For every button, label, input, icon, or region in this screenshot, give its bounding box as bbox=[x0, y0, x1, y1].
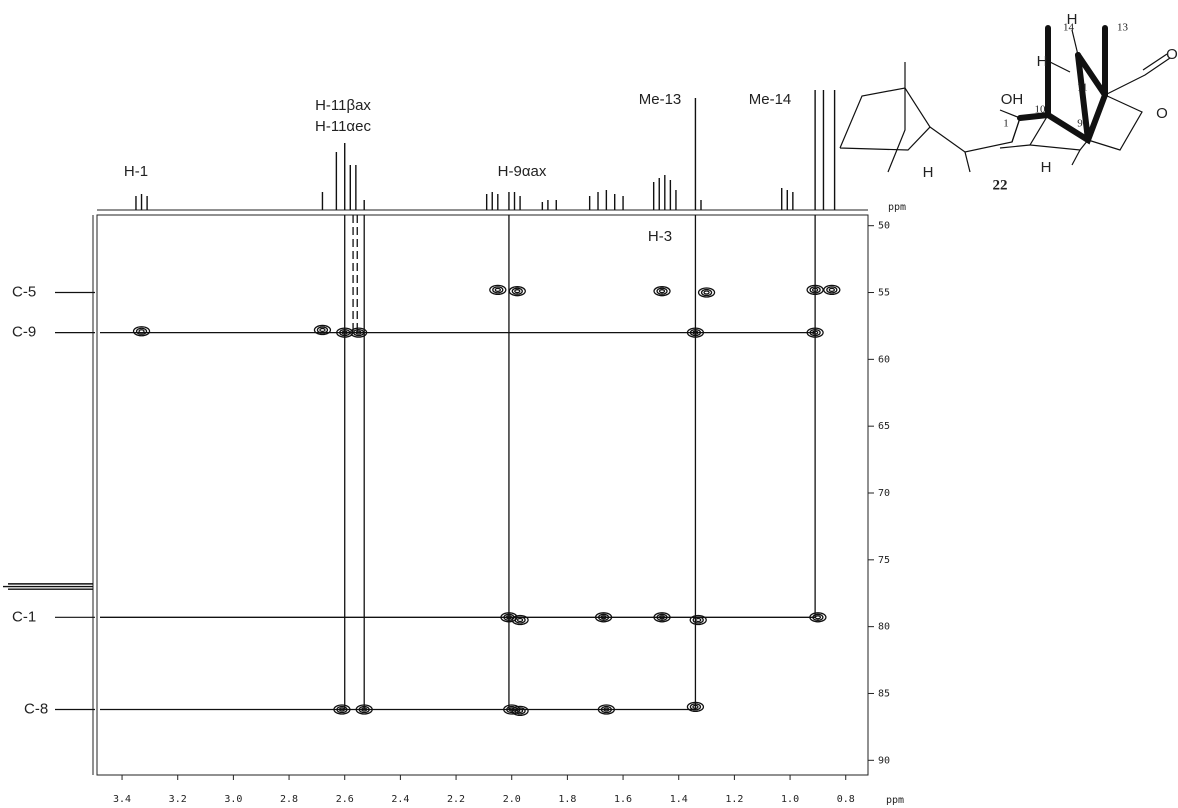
y-tick-label: 70 bbox=[878, 488, 890, 499]
x-tick-label: 2.8 bbox=[280, 794, 298, 805]
cross-peak bbox=[509, 287, 525, 296]
chart: ppm ppm H-1 H-11βax H-11αec H-9αax Me-13… bbox=[0, 0, 1178, 808]
annotation: Me-13 bbox=[639, 91, 682, 108]
cross-peak bbox=[654, 287, 670, 296]
bond bbox=[888, 88, 905, 172]
x-tick-label: 3.2 bbox=[169, 794, 187, 805]
x-tick-label: 2.4 bbox=[391, 794, 409, 805]
annotation: H-9αax bbox=[498, 163, 547, 180]
plot-frame bbox=[97, 215, 868, 775]
annotation: H-11βax bbox=[315, 97, 371, 114]
contour bbox=[139, 330, 144, 333]
x-tick-label: 1.4 bbox=[670, 794, 688, 805]
cross-peak bbox=[314, 325, 330, 334]
y-tick-label: 60 bbox=[878, 354, 890, 365]
atom-label: OH bbox=[1001, 91, 1024, 108]
bold-bond bbox=[1020, 95, 1105, 140]
row-label: C-8 bbox=[24, 700, 48, 717]
contour bbox=[829, 288, 834, 291]
bond bbox=[840, 88, 930, 150]
x-tick-label: 2.0 bbox=[503, 794, 521, 805]
atom-label: 1 bbox=[1003, 118, 1009, 130]
page: {"chart_data": { "type": "scatter", "xla… bbox=[0, 0, 1178, 808]
x-tick-label: 1.6 bbox=[614, 794, 632, 805]
annotation: H-1 bbox=[124, 163, 148, 180]
y-tick-label: 85 bbox=[878, 688, 890, 699]
x-tick-label: 2.6 bbox=[336, 794, 354, 805]
x-tick-label: 1.2 bbox=[725, 794, 743, 805]
structure: 14 13 H H 11 OH 10 1 9 O O H H 22 bbox=[840, 11, 1178, 193]
row-label: C-1 bbox=[12, 608, 36, 625]
annotation: Me-14 bbox=[749, 91, 792, 108]
bond bbox=[965, 152, 970, 172]
row-label: C-9 bbox=[12, 324, 36, 341]
cross-peak bbox=[134, 327, 150, 336]
contour bbox=[320, 328, 325, 331]
atom-label: H bbox=[923, 164, 934, 181]
cross-peak bbox=[690, 615, 706, 624]
x-tick-label: 2.2 bbox=[447, 794, 465, 805]
cross-peak bbox=[824, 285, 840, 294]
contour bbox=[704, 291, 709, 294]
cross-peak bbox=[490, 285, 506, 294]
atom-label: 13 bbox=[1117, 22, 1129, 34]
y-tick-label: 75 bbox=[878, 555, 890, 566]
atom-label: H bbox=[1037, 53, 1048, 70]
y-tick-label: 50 bbox=[878, 221, 890, 232]
y-tick-label: 55 bbox=[878, 288, 890, 299]
x-tick-label: 1.8 bbox=[558, 794, 576, 805]
contour bbox=[495, 288, 500, 291]
annotation: H-11αec bbox=[315, 118, 371, 135]
bond bbox=[1072, 30, 1078, 55]
x-tick-label: 3.0 bbox=[224, 794, 242, 805]
row-label: C-5 bbox=[12, 283, 36, 300]
contour bbox=[518, 618, 523, 621]
bond bbox=[1000, 145, 1030, 148]
x-tick-label: 1.0 bbox=[781, 794, 799, 805]
atom-label: O bbox=[1166, 46, 1178, 63]
atom-label: 11 bbox=[1077, 82, 1088, 94]
y-tick-label: 65 bbox=[878, 421, 890, 432]
atom-label: 10 bbox=[1035, 104, 1047, 116]
bond bbox=[1050, 62, 1070, 72]
atom-label: 9 bbox=[1077, 118, 1083, 130]
cross-peak bbox=[810, 613, 826, 622]
atom-label: H bbox=[1067, 11, 1078, 28]
contour bbox=[696, 618, 701, 621]
cross-peak bbox=[699, 288, 715, 297]
x-tick-label: 3.4 bbox=[113, 794, 131, 805]
y-tick-label: 90 bbox=[878, 755, 890, 766]
bond bbox=[1072, 150, 1080, 165]
contour bbox=[515, 290, 520, 293]
contour bbox=[660, 290, 665, 293]
y-tick-label: 80 bbox=[878, 622, 890, 633]
annotation: H-3 bbox=[648, 228, 672, 245]
contour bbox=[815, 616, 820, 619]
compound-number: 22 bbox=[993, 177, 1008, 193]
spectrum-label: ppm bbox=[888, 202, 906, 213]
x-axis-label: ppm bbox=[886, 795, 904, 806]
bond bbox=[1105, 58, 1170, 95]
atom-label: H bbox=[1041, 159, 1052, 176]
cross-peak bbox=[512, 615, 528, 624]
atom-label: O bbox=[1156, 105, 1168, 122]
x-tick-label: 0.8 bbox=[837, 794, 855, 805]
